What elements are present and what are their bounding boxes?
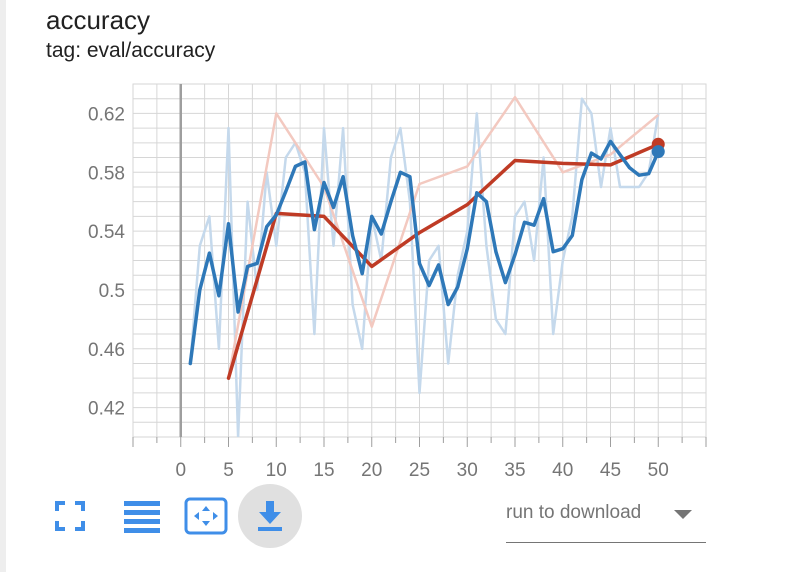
toggle-selection-icon bbox=[184, 497, 228, 535]
download-icon bbox=[258, 501, 282, 531]
toggle-y-log-button[interactable] bbox=[118, 494, 166, 538]
x-tick-label: 25 bbox=[409, 460, 430, 481]
x-tick-label: 15 bbox=[313, 460, 334, 481]
x-tick-label: 10 bbox=[266, 460, 287, 481]
y-tick-label: 0.58 bbox=[88, 163, 125, 184]
x-tick-label: 30 bbox=[457, 460, 478, 481]
y-tick-label: 0.42 bbox=[88, 399, 125, 420]
x-tick-label: 45 bbox=[600, 460, 621, 481]
y-tick-label: 0.5 bbox=[99, 281, 125, 302]
panel-left-border bbox=[0, 0, 6, 572]
x-tick-label: 5 bbox=[223, 460, 234, 481]
fit-to-domain-icon bbox=[55, 501, 85, 531]
toggle-selection-button[interactable] bbox=[182, 494, 230, 538]
y-tick-label: 0.46 bbox=[88, 340, 125, 361]
series-1-end-marker bbox=[651, 145, 665, 159]
x-tick-label: 40 bbox=[552, 460, 573, 481]
series-1-smoothed-line bbox=[188, 139, 661, 366]
fit-to-domain-button[interactable] bbox=[50, 496, 90, 536]
download-button[interactable] bbox=[238, 484, 302, 548]
series-1-raw-line bbox=[189, 97, 660, 437]
x-tick-label: 20 bbox=[361, 460, 382, 481]
x-tick-label: 50 bbox=[648, 460, 669, 481]
run-to-download-label: run to download bbox=[506, 502, 642, 523]
x-tick-label: 0 bbox=[175, 460, 186, 481]
y-tick-label: 0.62 bbox=[88, 104, 125, 125]
chart-tag: tag: eval/accuracy bbox=[46, 39, 216, 62]
x-tick-label: 35 bbox=[504, 460, 525, 481]
y-tick-label: 0.54 bbox=[88, 222, 125, 243]
chart-title: accuracy bbox=[46, 5, 151, 35]
run-to-download-select[interactable]: run to download bbox=[506, 498, 706, 543]
chevron-down-icon bbox=[674, 510, 692, 519]
toggle-y-log-icon bbox=[124, 501, 160, 533]
